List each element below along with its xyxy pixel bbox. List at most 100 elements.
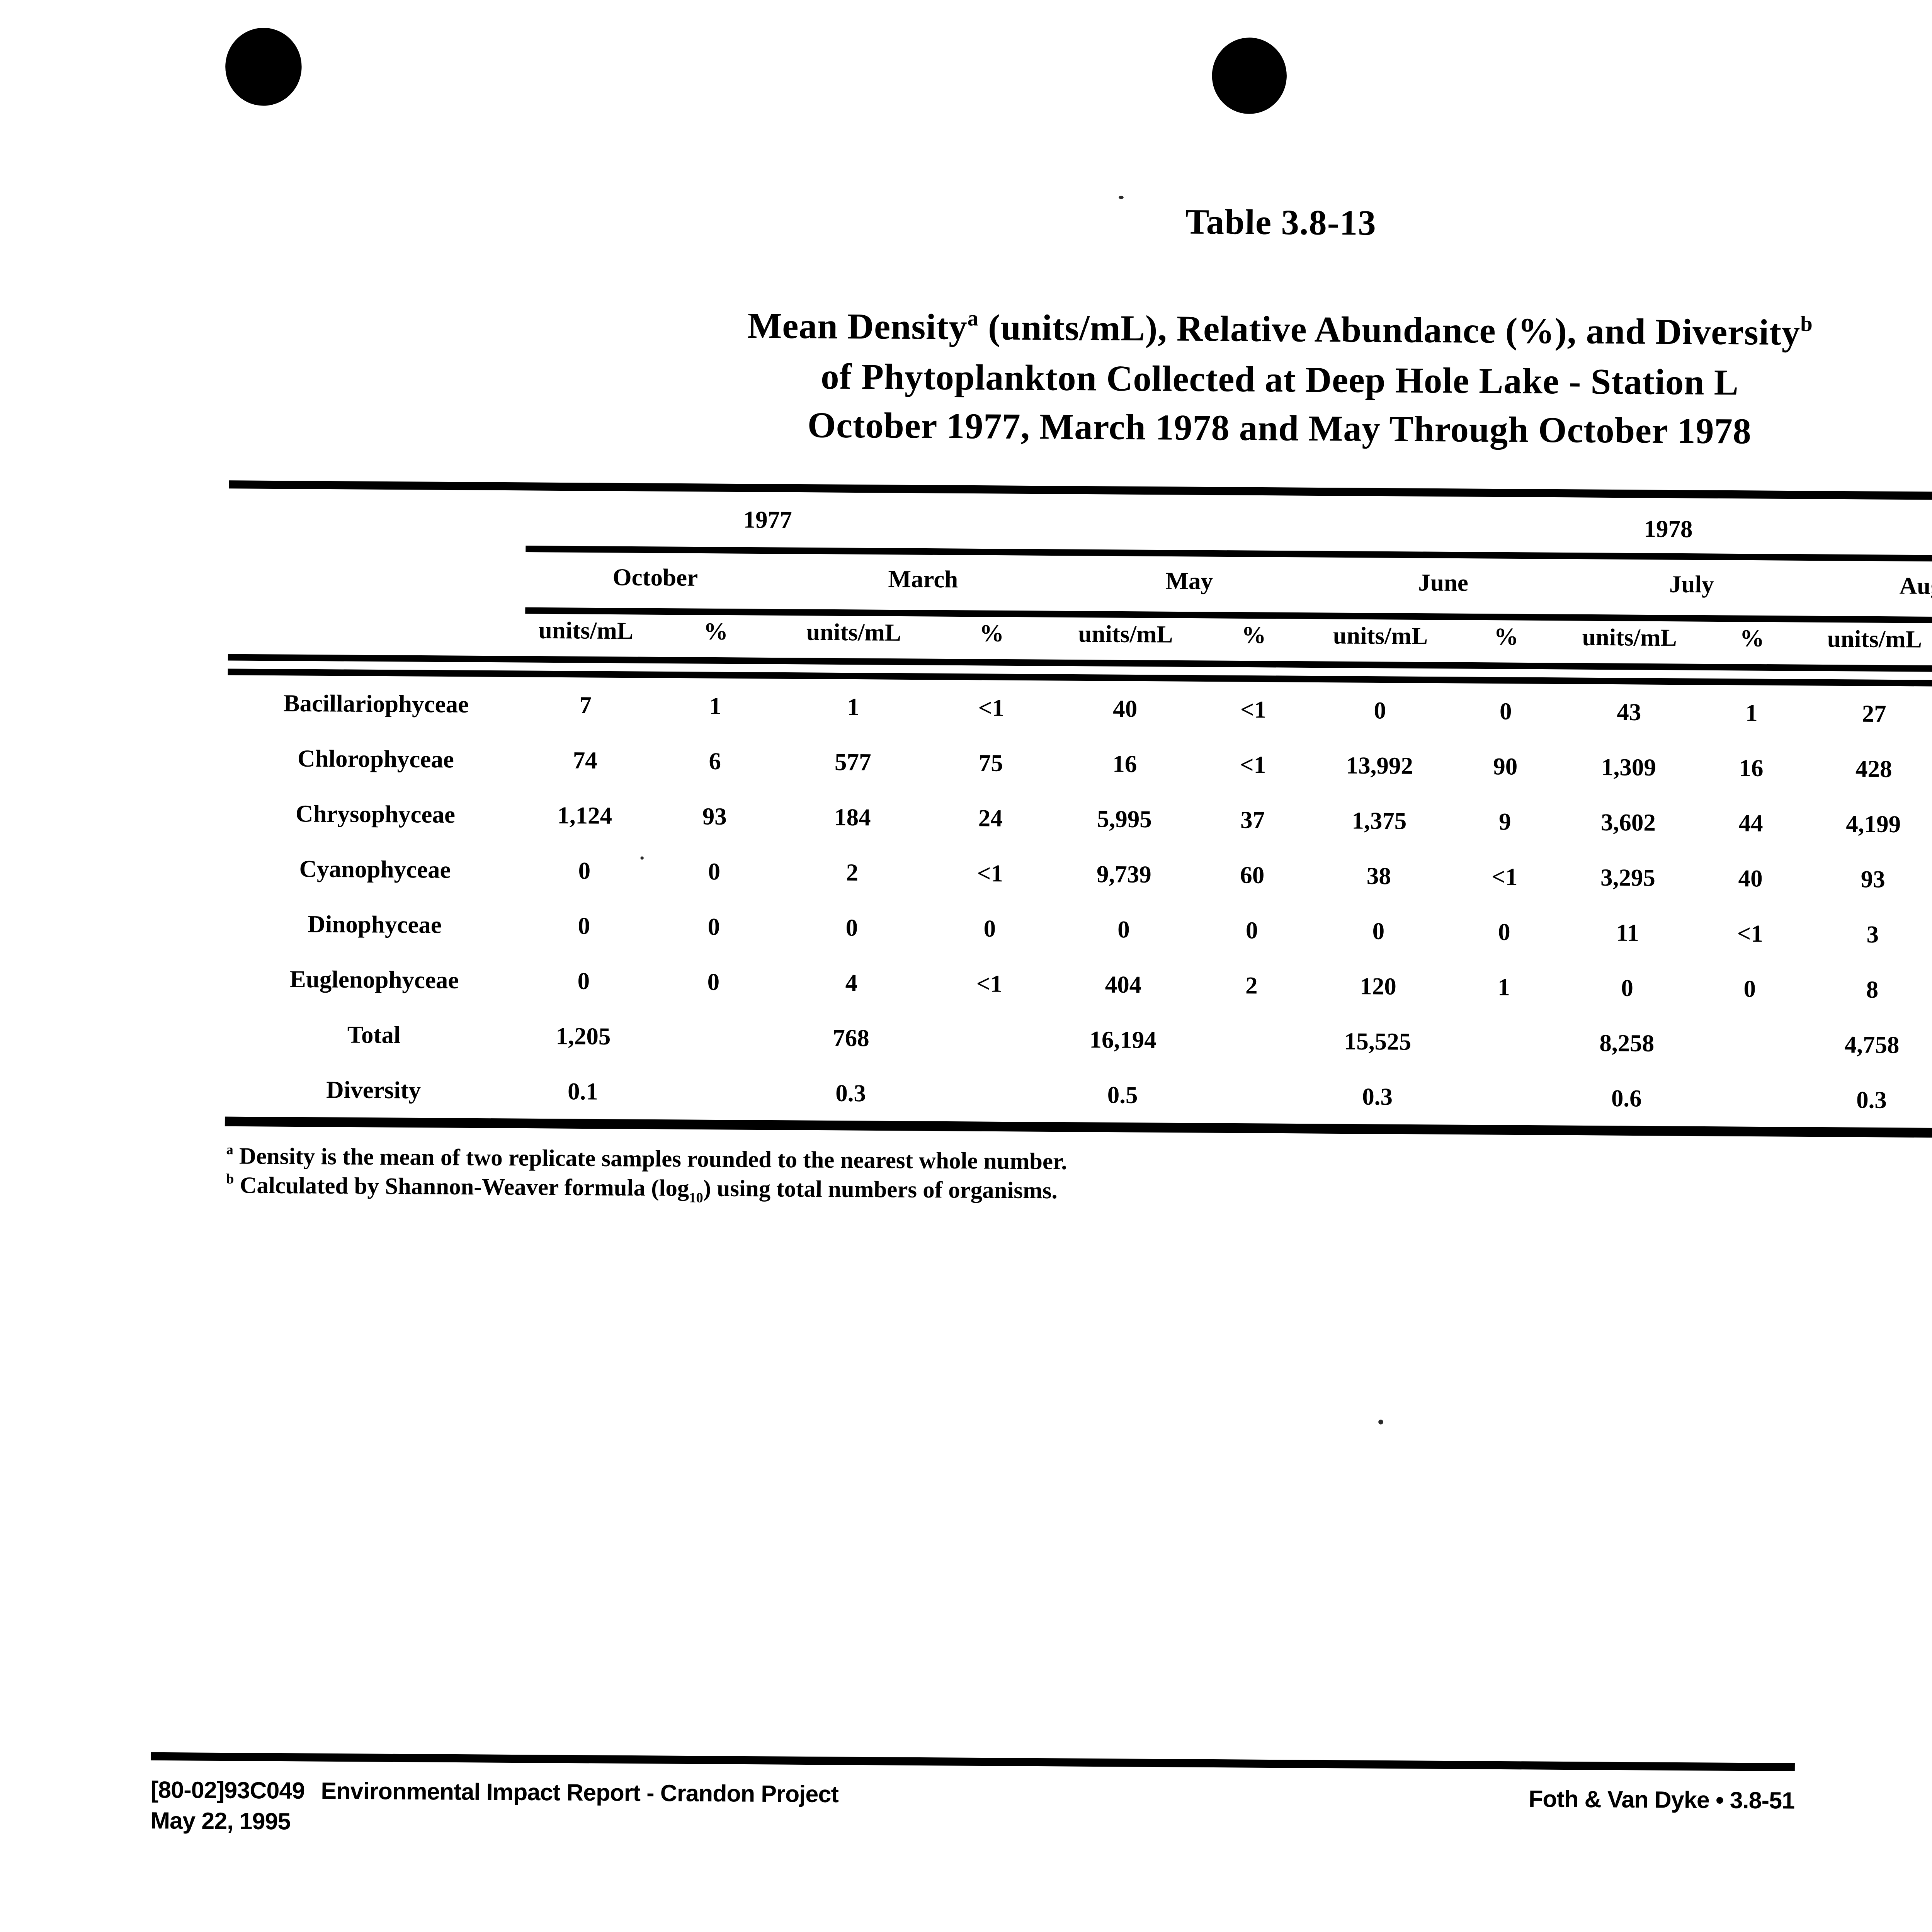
table-cell: 0	[845, 915, 858, 942]
row-label: Euglenophyceae	[289, 967, 459, 994]
table-cell: 93	[702, 804, 727, 830]
table-cell: 16	[1739, 755, 1764, 782]
table-cell: 768	[833, 1026, 870, 1052]
checked-by-line: Checked by: WM	[1452, 1267, 1932, 1317]
table-cell: 0	[1372, 919, 1385, 945]
table-cell: 4,199	[1846, 811, 1901, 838]
table-cell: 43	[1617, 699, 1641, 726]
table-cell: 75	[978, 750, 1003, 777]
table-cell: 5,995	[1097, 806, 1152, 833]
table-cell: 1	[847, 694, 860, 721]
table-cell: 1,124	[557, 803, 612, 830]
footer-left: [80-02]93C049 Environmental Impact Report…	[150, 1777, 838, 1843]
source-line: Source: Dames & Moore, 1982	[1452, 1224, 1932, 1273]
row-label: Bacillariophyceae	[283, 691, 469, 718]
unit-header-cell: units/mL	[538, 619, 634, 646]
table-cell: 0	[577, 969, 590, 995]
table-cell	[920, 1012, 1058, 1068]
phytoplankton-table: October March May June July August Septe…	[225, 549, 1932, 1133]
unit-header-cell: units/mL	[1078, 622, 1173, 649]
table-cell: 74	[573, 748, 597, 774]
table-cell: 9,739	[1096, 862, 1152, 888]
pct-header-cell: %	[703, 620, 728, 646]
table-cell: 1	[709, 694, 722, 720]
table-cell: 1	[1497, 975, 1510, 1001]
table-body: Bacillariophyceae711<140<10043127115<111…	[225, 657, 1932, 1133]
table-cell	[1687, 1017, 1811, 1073]
table-cell: 404	[1105, 972, 1142, 999]
unit-header-cell: units/mL	[806, 620, 901, 647]
table-cell: 7	[579, 693, 592, 719]
table-cell	[1687, 1073, 1811, 1129]
table-cell: 90	[1493, 754, 1518, 781]
year-header-1978: 1978	[1644, 517, 1693, 544]
table-cell: 27	[1862, 701, 1886, 728]
punch-hole-icon	[225, 27, 302, 106]
table-cell: 9	[1498, 809, 1511, 835]
table-cell: 93	[1861, 867, 1886, 893]
table-cell: 0	[983, 916, 996, 942]
pct-header-cell: %	[979, 621, 1004, 648]
table-cell: 0	[1743, 976, 1756, 1003]
corner-cell	[228, 549, 526, 606]
table-cell: 428	[1855, 756, 1892, 783]
table-cell	[1441, 1016, 1566, 1072]
table-cell: 16,194	[1089, 1027, 1156, 1054]
table-cell: 2	[846, 860, 859, 886]
year-header-1977: 1977	[743, 508, 792, 535]
footer-page-number: Foth & Van Dyke • 3.8-51	[1528, 1787, 1795, 1815]
table-cell: 1,375	[1352, 808, 1407, 835]
table-number: Table 3.8-13	[1185, 201, 1377, 243]
row-label: Diversity	[326, 1077, 421, 1104]
row-label: Chlorophyceae	[297, 746, 454, 774]
table-cell	[920, 1068, 1058, 1124]
table-cell: <1	[1737, 921, 1764, 947]
table-cell: 0	[707, 914, 720, 941]
table-top-rule	[229, 480, 1932, 503]
month-header: July	[1669, 572, 1714, 599]
table-cell: 0	[578, 913, 590, 940]
table-cell: 8	[1866, 977, 1879, 1003]
scan-speck	[1119, 196, 1124, 199]
table-cell: 38	[1366, 864, 1391, 890]
table-cell: 0.6	[1611, 1086, 1642, 1112]
row-label: Total	[347, 1022, 401, 1049]
table-cell	[1188, 1014, 1315, 1070]
footer-rule	[151, 1752, 1795, 1772]
table-title: Mean Densitya (units/mL), Relative Abund…	[22, 297, 1932, 462]
month-header: October	[612, 565, 698, 592]
table-cell: <1	[1240, 697, 1267, 724]
table-cell: 4,758	[1844, 1032, 1900, 1059]
corner-cell	[228, 604, 526, 659]
table-cell: 0	[1245, 918, 1258, 944]
pct-header-cell: %	[1242, 623, 1266, 650]
table-cell: 0.5	[1107, 1082, 1138, 1109]
table-cell: <1	[1491, 864, 1518, 891]
table-cell: 11	[1616, 920, 1639, 947]
footnotes: a Density is the mean of two replicate s…	[226, 1141, 1067, 1206]
data-table: 1977 1978 October March May June	[224, 480, 1932, 1145]
unit-header-cell: units/mL	[1333, 624, 1428, 651]
table-cell: 40	[1738, 866, 1763, 893]
table-cell: 1	[1745, 701, 1758, 727]
unit-header-cell: units/mL	[1827, 627, 1922, 654]
footnote-b: b Calculated by Shannon-Weaver formula (…	[226, 1169, 1058, 1205]
table-cell: 24	[978, 806, 1003, 832]
table-cell: 0	[1498, 920, 1510, 946]
table-cell: 6	[709, 749, 721, 775]
table-cell: 3	[1866, 922, 1879, 948]
title-block: Table 3.8-13 Mean Densitya (units/mL), R…	[25, 0, 1932, 451]
footnote-marker-a: a	[967, 306, 979, 331]
table-cell: 120	[1360, 974, 1396, 1000]
table-cell: <1	[978, 696, 1005, 722]
month-header: June	[1418, 570, 1469, 597]
table-cell: 40	[1113, 696, 1138, 723]
table-cell: 577	[834, 750, 871, 776]
table-cell	[644, 1066, 782, 1122]
table-cell	[1187, 1070, 1315, 1126]
punch-hole-icon	[1212, 37, 1287, 114]
row-label: Cyanophyceae	[299, 856, 451, 884]
table-cell: 0	[1117, 917, 1130, 944]
table-cell: 0.3	[1856, 1087, 1887, 1114]
